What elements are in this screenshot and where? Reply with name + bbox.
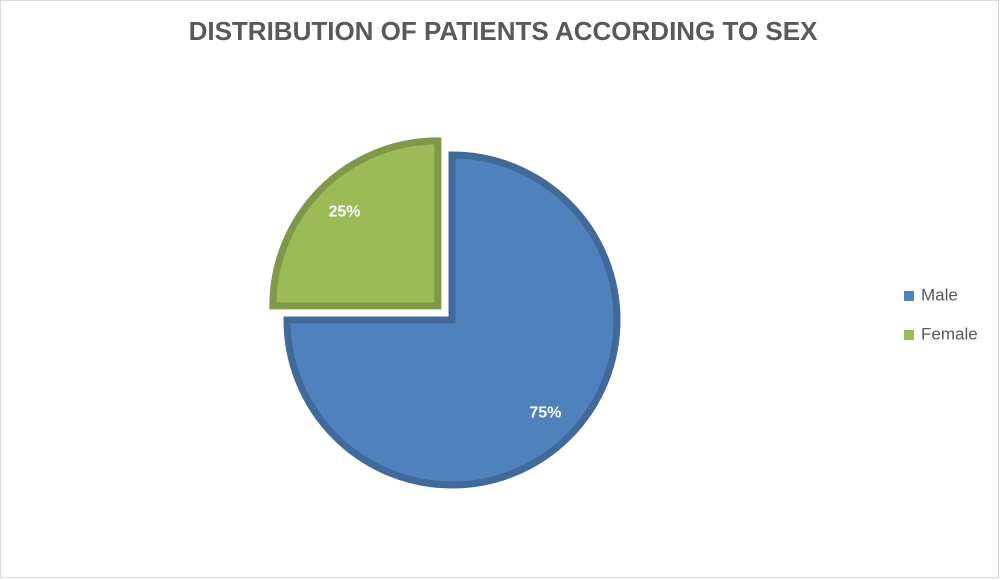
legend-label: Female [921,324,978,343]
legend-swatch [904,330,914,340]
legend-swatch [904,291,914,301]
pie-slice [283,151,621,489]
value-label: 75% [529,405,561,422]
pie-slice [269,137,442,310]
chart-title: DISTRIBUTION OF PATIENTS ACCORDING TO SE… [189,16,818,46]
value-label: 25% [329,204,361,221]
legend-label: Male [921,285,958,304]
